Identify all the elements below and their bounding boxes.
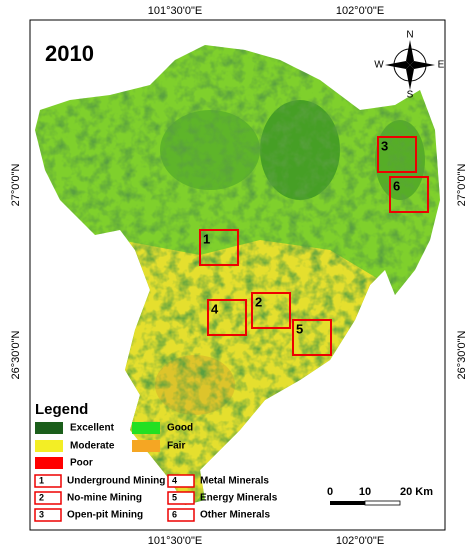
legend-zone-name: Underground Mining: [67, 476, 165, 487]
legend-zone-number: 2: [39, 492, 44, 502]
legend-label: Good: [167, 423, 193, 434]
legend-zone-box: [34, 491, 62, 505]
compass-s: S: [407, 90, 414, 101]
coord-right: 26°30'0"N: [456, 330, 468, 379]
legend-zone-name: Energy Minerals: [200, 493, 278, 504]
legend-zone-name: Metal Minerals: [200, 476, 269, 487]
coord-top: 102°0'0"E: [336, 5, 384, 17]
legend-zone-box: [34, 508, 62, 522]
legend-zone-box: [167, 508, 195, 522]
legend-zone-box: [34, 474, 62, 488]
zone-box: [377, 136, 417, 173]
coord-right: 27°0'0"N: [456, 164, 468, 207]
coord-bottom: 101°30'0"E: [148, 535, 202, 547]
coord-bottom: 102°0'0"E: [336, 535, 384, 547]
coord-left: 26°30'0"N: [10, 330, 22, 379]
compass: N S E W: [374, 30, 444, 101]
legend-label: Poor: [70, 458, 93, 469]
zone-box: [207, 299, 247, 336]
scale-label: 10: [359, 486, 371, 498]
legend-zone-number: 6: [172, 509, 177, 519]
legend-zone-number: 5: [172, 492, 177, 502]
scale-label: 0: [327, 486, 333, 498]
compass-e: E: [438, 60, 445, 71]
scale-label: 20 Km: [400, 486, 433, 498]
map-year: 2010: [45, 41, 94, 66]
legend-swatch: [35, 440, 63, 452]
zone-label: 1: [203, 231, 210, 246]
compass-n: N: [406, 30, 413, 41]
legend-title: Legend: [35, 401, 88, 418]
legend-zone-number: 4: [172, 475, 177, 485]
scale-bar: 0 10 20 Km: [327, 486, 433, 506]
legend-zone-number: 3: [39, 509, 44, 519]
legend-label: Excellent: [70, 423, 115, 434]
zone-box: [199, 229, 239, 266]
legend-zone-name: No-mine Mining: [67, 493, 142, 504]
legend-zone-number: 1: [39, 475, 44, 485]
legend-swatch: [132, 422, 160, 434]
zone-label: 6: [393, 178, 400, 193]
zone-box: [251, 292, 291, 329]
legend-swatch: [35, 422, 63, 434]
legend-label: Fair: [167, 441, 185, 452]
zone-label: 2: [255, 294, 262, 309]
legend-swatch: [132, 440, 160, 452]
legend-label: Moderate: [70, 441, 115, 452]
coord-left: 27°0'0"N: [10, 164, 22, 207]
legend-zone-box: [167, 474, 195, 488]
legend-swatch: [35, 457, 63, 469]
coord-top: 101°30'0"E: [148, 5, 202, 17]
legend-zone-name: Open-pit Mining: [67, 510, 143, 521]
zone-box: [389, 176, 429, 213]
zone-label: 3: [381, 138, 388, 153]
legend: Legend Excellent Good Moderate Fair Poor 1 Und…: [34, 401, 278, 522]
zone-label: 4: [211, 301, 219, 316]
legend-zone-name: Other Minerals: [200, 510, 270, 521]
zone-label: 5: [296, 321, 303, 336]
compass-w: W: [374, 60, 384, 71]
legend-zone-box: [167, 491, 195, 505]
zone-box: [292, 319, 332, 356]
